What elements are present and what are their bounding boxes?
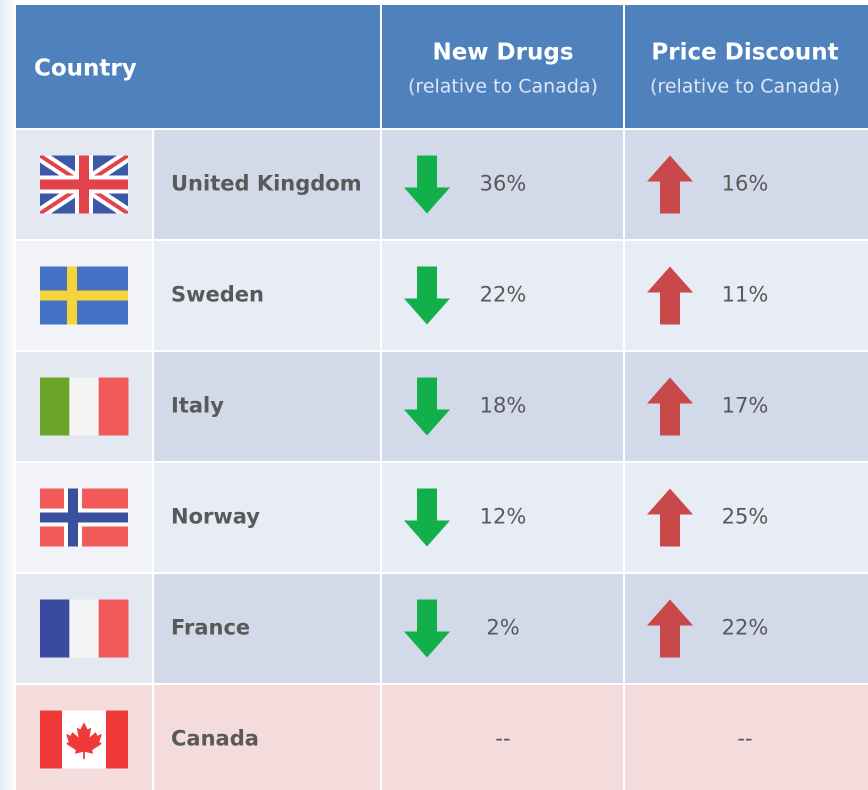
cell: [154, 574, 380, 683]
flag: [40, 710, 128, 769]
down-arrow: [647, 377, 693, 436]
new-drugs-value: --: [495, 727, 510, 751]
flag: [40, 266, 128, 325]
table-row: United Kingdom 36% 16%: [16, 130, 868, 239]
header-sub: (relative to Canada): [408, 76, 598, 98]
price-discount-value: 16%: [722, 172, 769, 196]
down-arrow: [647, 488, 693, 547]
new-drugs-value: 18%: [480, 394, 527, 418]
new-drugs-value: 36%: [480, 172, 527, 196]
down-arrow: [647, 266, 693, 325]
up-arrow: [404, 266, 450, 325]
new-drugs-value: 22%: [480, 283, 527, 307]
new-drugs-value: 2%: [486, 616, 519, 640]
country-name: Sweden: [171, 283, 264, 307]
maple-leaf: [66, 722, 102, 760]
flag-part: [68, 488, 78, 547]
header-cell: [16, 5, 380, 128]
cell: [625, 685, 868, 790]
up-arrow: [404, 377, 450, 436]
header-new-drugs: New Drugs: [432, 40, 573, 66]
up-arrow: [404, 155, 450, 214]
up-arrow: [404, 599, 450, 658]
country-name: France: [171, 616, 250, 640]
cell: [154, 130, 380, 239]
flag-part: [106, 710, 128, 769]
flag: [40, 599, 129, 658]
header-sub: (relative to Canada): [650, 76, 840, 98]
header-cell: [382, 5, 623, 128]
flag-part: [69, 599, 100, 658]
side-gradient: [0, 0, 16, 790]
flag-part: [79, 155, 89, 214]
cell: [154, 241, 380, 350]
price-discount-value: 17%: [722, 394, 769, 418]
down-arrow: [647, 155, 693, 214]
cell: [154, 352, 380, 461]
price-discount-value: 11%: [722, 283, 769, 307]
cell: [382, 685, 623, 790]
flag-part: [98, 377, 129, 436]
flag-part: [67, 266, 77, 325]
flag: [40, 155, 128, 214]
flag-part: [40, 599, 70, 658]
price-discount-value: 22%: [722, 616, 769, 640]
header-country: Country: [34, 56, 137, 82]
flag-part: [40, 512, 128, 523]
flag-part: [40, 290, 128, 301]
cell: [154, 685, 380, 790]
price-discount-value: --: [737, 727, 752, 751]
table-row: Canada -- --: [16, 685, 868, 790]
flag-uk: [40, 155, 128, 214]
table-row: France 2% 22%: [16, 574, 868, 683]
country-name: Italy: [171, 394, 224, 418]
country-name: Canada: [171, 727, 259, 751]
flag-part: [40, 377, 70, 436]
country-name: Norway: [171, 505, 260, 529]
cell: [154, 463, 380, 572]
price-discount-value: 25%: [722, 505, 769, 529]
new-drugs-value: 12%: [480, 505, 527, 529]
up-arrow: [404, 488, 450, 547]
header-price-discount: Price Discount: [651, 40, 838, 66]
flag-part: [69, 377, 100, 436]
flag: [40, 488, 128, 547]
down-arrow: [647, 599, 693, 658]
flag-part: [40, 710, 62, 769]
table-row: Sweden 22% 11%: [16, 241, 868, 350]
flag: [40, 377, 129, 436]
table-row: Norway 12% 25%: [16, 463, 868, 572]
flag-part: [98, 599, 129, 658]
header-cell: [625, 5, 868, 128]
table-row: Italy 18% 17%: [16, 352, 868, 461]
country-name: United Kingdom: [171, 172, 362, 196]
